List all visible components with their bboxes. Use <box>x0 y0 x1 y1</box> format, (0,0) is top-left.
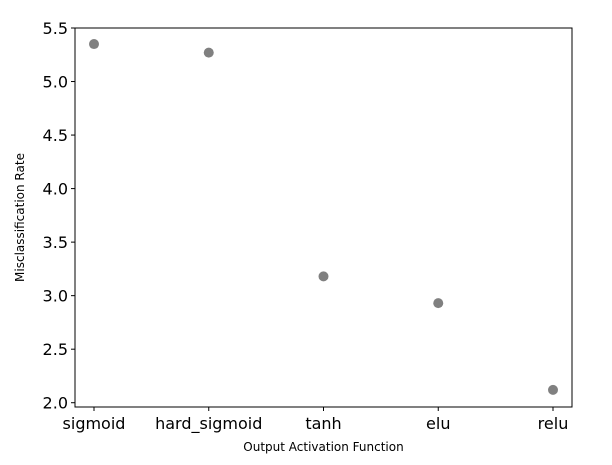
y-tick-label: 5.5 <box>43 19 68 38</box>
data-points <box>89 39 558 395</box>
x-tick-label: sigmoid <box>63 414 126 433</box>
y-tick-label: 2.0 <box>43 394 68 413</box>
data-point <box>203 47 214 58</box>
y-tick-label: 4.0 <box>43 180 68 199</box>
data-point <box>89 39 99 50</box>
x-tick-label: relu <box>538 414 569 433</box>
y-tick-label: 3.5 <box>43 233 68 252</box>
x-tick-label: tanh <box>305 414 341 433</box>
x-tick-label: hard_sigmoid <box>155 414 262 434</box>
plot-frame <box>74 27 573 408</box>
x-axis-ticks: sigmoid hard_sigmoid tanh elu relu <box>63 407 569 434</box>
data-point <box>318 271 329 282</box>
x-axis-label: Output Activation Function <box>243 440 403 454</box>
y-axis-ticks: 2.0 2.5 3.0 3.5 4.0 4.5 5.0 5.5 <box>43 19 75 413</box>
x-tick-label: elu <box>426 414 450 433</box>
data-point <box>433 298 444 309</box>
y-tick-label: 3.0 <box>43 287 68 306</box>
y-tick-label: 4.5 <box>43 126 68 145</box>
y-tick-label: 2.5 <box>43 340 68 359</box>
y-axis-label: Misclassification Rate <box>13 153 27 282</box>
data-point <box>548 384 558 395</box>
y-tick-label: 5.0 <box>43 73 68 92</box>
